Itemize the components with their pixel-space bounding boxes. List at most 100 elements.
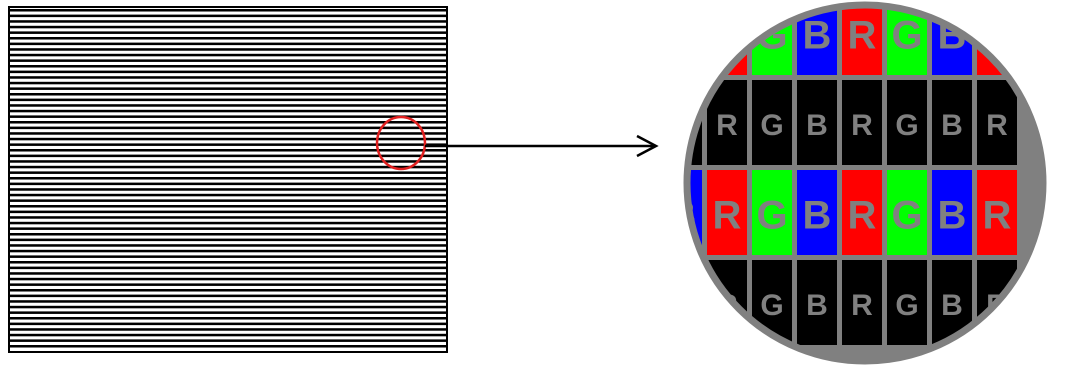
subpixel-label: G: [895, 109, 918, 142]
subpixel-cell-b: [797, 260, 837, 345]
stripe-line: [10, 294, 446, 298]
stripe-line: [10, 160, 446, 163]
stripe-line: [10, 93, 446, 96]
subpixel-label: R: [848, 14, 877, 58]
subpixel-cell-r: [842, 170, 882, 255]
subpixel-label: R: [848, 194, 877, 238]
subpixel-cell-r: [707, 170, 747, 255]
stripe-line: [10, 104, 446, 107]
subpixel-cell-b: [687, 5, 702, 75]
subpixel-label: G: [760, 289, 783, 322]
subpixel-cell-g: [887, 170, 927, 255]
stripe-line: [10, 289, 446, 292]
subpixel-label: B: [671, 289, 693, 322]
stripe-line: [10, 188, 446, 191]
zoom-region-marker: [375, 115, 427, 171]
subpixel-label: B: [941, 109, 963, 142]
stripe-line: [10, 283, 446, 286]
subpixel-label: G: [760, 109, 783, 142]
stripe-line: [10, 76, 446, 79]
subpixel-label: R: [851, 109, 873, 142]
subpixel-cell-r: [707, 5, 747, 75]
subpixel-cell-r: [842, 260, 882, 345]
stripe-line: [10, 177, 446, 180]
subpixel-cell-b: [797, 170, 837, 255]
subpixel-label: G: [756, 194, 787, 238]
stripe-line: [10, 266, 446, 270]
stripe-line: [10, 143, 446, 146]
stripe-line: [10, 81, 446, 85]
stripe-line: [10, 171, 446, 174]
stripe-line: [10, 20, 446, 23]
subpixel-cell-b: [932, 80, 972, 165]
stripe-line: [10, 65, 446, 68]
subpixel-label: R: [713, 194, 742, 238]
stripe-line: [10, 70, 446, 74]
stripe-line: [10, 233, 446, 236]
arrow-head: [636, 134, 659, 158]
subpixel-label: G: [891, 14, 922, 58]
stripe-line: [10, 126, 446, 130]
subpixel-cell-g: [752, 80, 792, 165]
stripe-line: [10, 311, 446, 314]
subpixel-cell-r: [977, 80, 1017, 165]
subpixel-cell-r: [977, 170, 1017, 255]
horizontal-stripes: [10, 9, 446, 348]
stripe-line: [10, 210, 446, 214]
subpixel-label: B: [803, 14, 832, 58]
stripe-line: [10, 238, 446, 242]
subpixel-label: R: [983, 194, 1012, 238]
magnified-subpixel-view: B R G B R G B RB R G B R G B RB R G B R G B RB R G B R G B R: [671, 1, 1047, 365]
subpixel-label: R: [713, 14, 742, 58]
subpixel-cell-r: [842, 5, 882, 75]
stripe-line: [10, 132, 446, 135]
stripe-line: [10, 333, 446, 337]
stripe-line: [10, 109, 446, 113]
stripe-line: [10, 216, 446, 219]
stripe-line: [10, 37, 446, 40]
stripe-line: [10, 221, 446, 225]
subpixel-label: B: [803, 194, 832, 238]
subpixel-label: R: [986, 109, 1008, 142]
stripe-line: [10, 193, 446, 197]
stripe-line: [10, 244, 446, 247]
stripe-line: [10, 277, 446, 281]
stripe-line: [10, 339, 446, 342]
subpixel-cell-g: [752, 170, 792, 255]
stripe-line: [10, 227, 446, 230]
stripe-line: [10, 9, 446, 12]
stripe-line: [10, 261, 446, 264]
subpixel-cell-g: [887, 260, 927, 345]
subpixel-label: B: [806, 109, 828, 142]
subpixel-cell-r: [842, 80, 882, 165]
subpixel-cell-b: [687, 260, 702, 345]
stripe-line: [10, 255, 446, 258]
stripe-line: [10, 205, 446, 208]
stripe-line: [10, 182, 446, 186]
stripe-line: [10, 199, 446, 202]
stripe-line: [10, 31, 446, 34]
stripe-line: [10, 272, 446, 275]
subpixel-label: B: [806, 289, 828, 322]
subpixel-cell-g: [887, 80, 927, 165]
subpixel-cell-b: [932, 170, 972, 255]
stripe-line: [10, 137, 446, 141]
stripe-line: [10, 149, 446, 152]
stripe-line: [10, 165, 446, 169]
magnifier-rim: [683, 1, 1047, 365]
stripe-line: [10, 14, 446, 18]
subpixel-label: B: [941, 289, 963, 322]
stripe-line: [10, 48, 446, 51]
stripe-line: [10, 305, 446, 309]
panel-border: [8, 6, 448, 353]
stripe-line: [10, 42, 446, 46]
stripe-line: [10, 322, 446, 326]
subpixel-label: G: [895, 289, 918, 322]
stripe-line: [10, 121, 446, 124]
stripe-line: [10, 249, 446, 253]
stripe-line: [10, 59, 446, 62]
stripe-line: [10, 87, 446, 90]
stripe-line: [10, 53, 446, 57]
subpixel-label: G: [891, 194, 922, 238]
stripe-line: [10, 317, 446, 320]
